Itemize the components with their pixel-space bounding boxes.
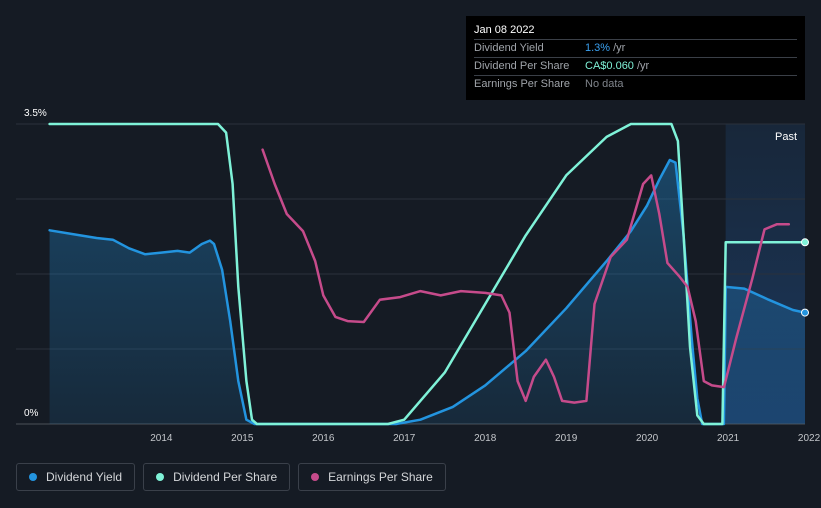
past-label: Past (775, 131, 797, 143)
legend-item-dividend-yield[interactable]: Dividend Yield (16, 463, 136, 491)
x-tick-label: 2020 (636, 433, 659, 444)
legend-dot-icon (156, 473, 165, 481)
tooltip-row-dividend-yield: Dividend Yield 1.3% /yr (474, 40, 797, 58)
tooltip: Jan 08 2022 Dividend Yield 1.3% /yr Divi… (466, 16, 805, 100)
tooltip-label: Dividend Yield (474, 42, 544, 54)
dividend-yield-end-marker (801, 308, 809, 317)
legend-label: Dividend Per Share (173, 470, 278, 484)
dividend-yield-line (48, 158, 806, 426)
tooltip-value: 1.3% (585, 42, 611, 54)
legend-item-earnings-per-share[interactable]: Earnings Per Share (298, 463, 446, 491)
y-axis-top-label: 3.5% (24, 108, 47, 119)
x-tick-label: 2018 (474, 433, 497, 444)
tooltip-row-dividend-per-share: Dividend Per Share CA$0.060 /yr (474, 58, 797, 76)
x-tick-label: 2016 (312, 433, 335, 444)
x-tick-label: 2021 (717, 433, 740, 444)
tooltip-value: CA$0.060 (585, 60, 634, 72)
earnings-per-share-line (261, 148, 791, 404)
legend-dot-icon (29, 473, 37, 481)
tooltip-unit: /yr (613, 42, 626, 54)
tooltip-unit: /yr (636, 60, 650, 72)
y-axis-bottom-label: 0% (24, 408, 39, 419)
x-tick-label: 2015 (231, 433, 254, 444)
x-tick-label: 2022 (798, 433, 821, 444)
x-tick-label: 2017 (393, 433, 416, 444)
dividend-chart: 3.5% 0% Past 2014 2015 2016 2017 2018 2019 2020 20… (16, 108, 821, 444)
dividend-per-share-line (48, 122, 806, 426)
legend-item-dividend-per-share[interactable]: Dividend Per Share (143, 463, 291, 491)
legend-label: Earnings Per Share (328, 470, 433, 484)
tooltip-label: Earnings Per Share (474, 78, 570, 90)
x-tick-label: 2019 (555, 433, 578, 444)
legend-label: Dividend Yield (46, 470, 123, 484)
tooltip-date: Jan 08 2022 (474, 22, 797, 40)
tooltip-value: No data (585, 78, 624, 90)
tooltip-row-earnings-per-share: Earnings Per Share No data (474, 76, 797, 93)
dividend-per-share-end-marker (801, 238, 809, 247)
dividend-yield-area (49, 160, 806, 424)
legend: Dividend Yield Dividend Per Share Earnin… (16, 463, 446, 491)
tooltip-label: Dividend Per Share (474, 60, 570, 72)
legend-dot-icon (311, 473, 320, 481)
x-tick-label: 2014 (150, 433, 173, 444)
